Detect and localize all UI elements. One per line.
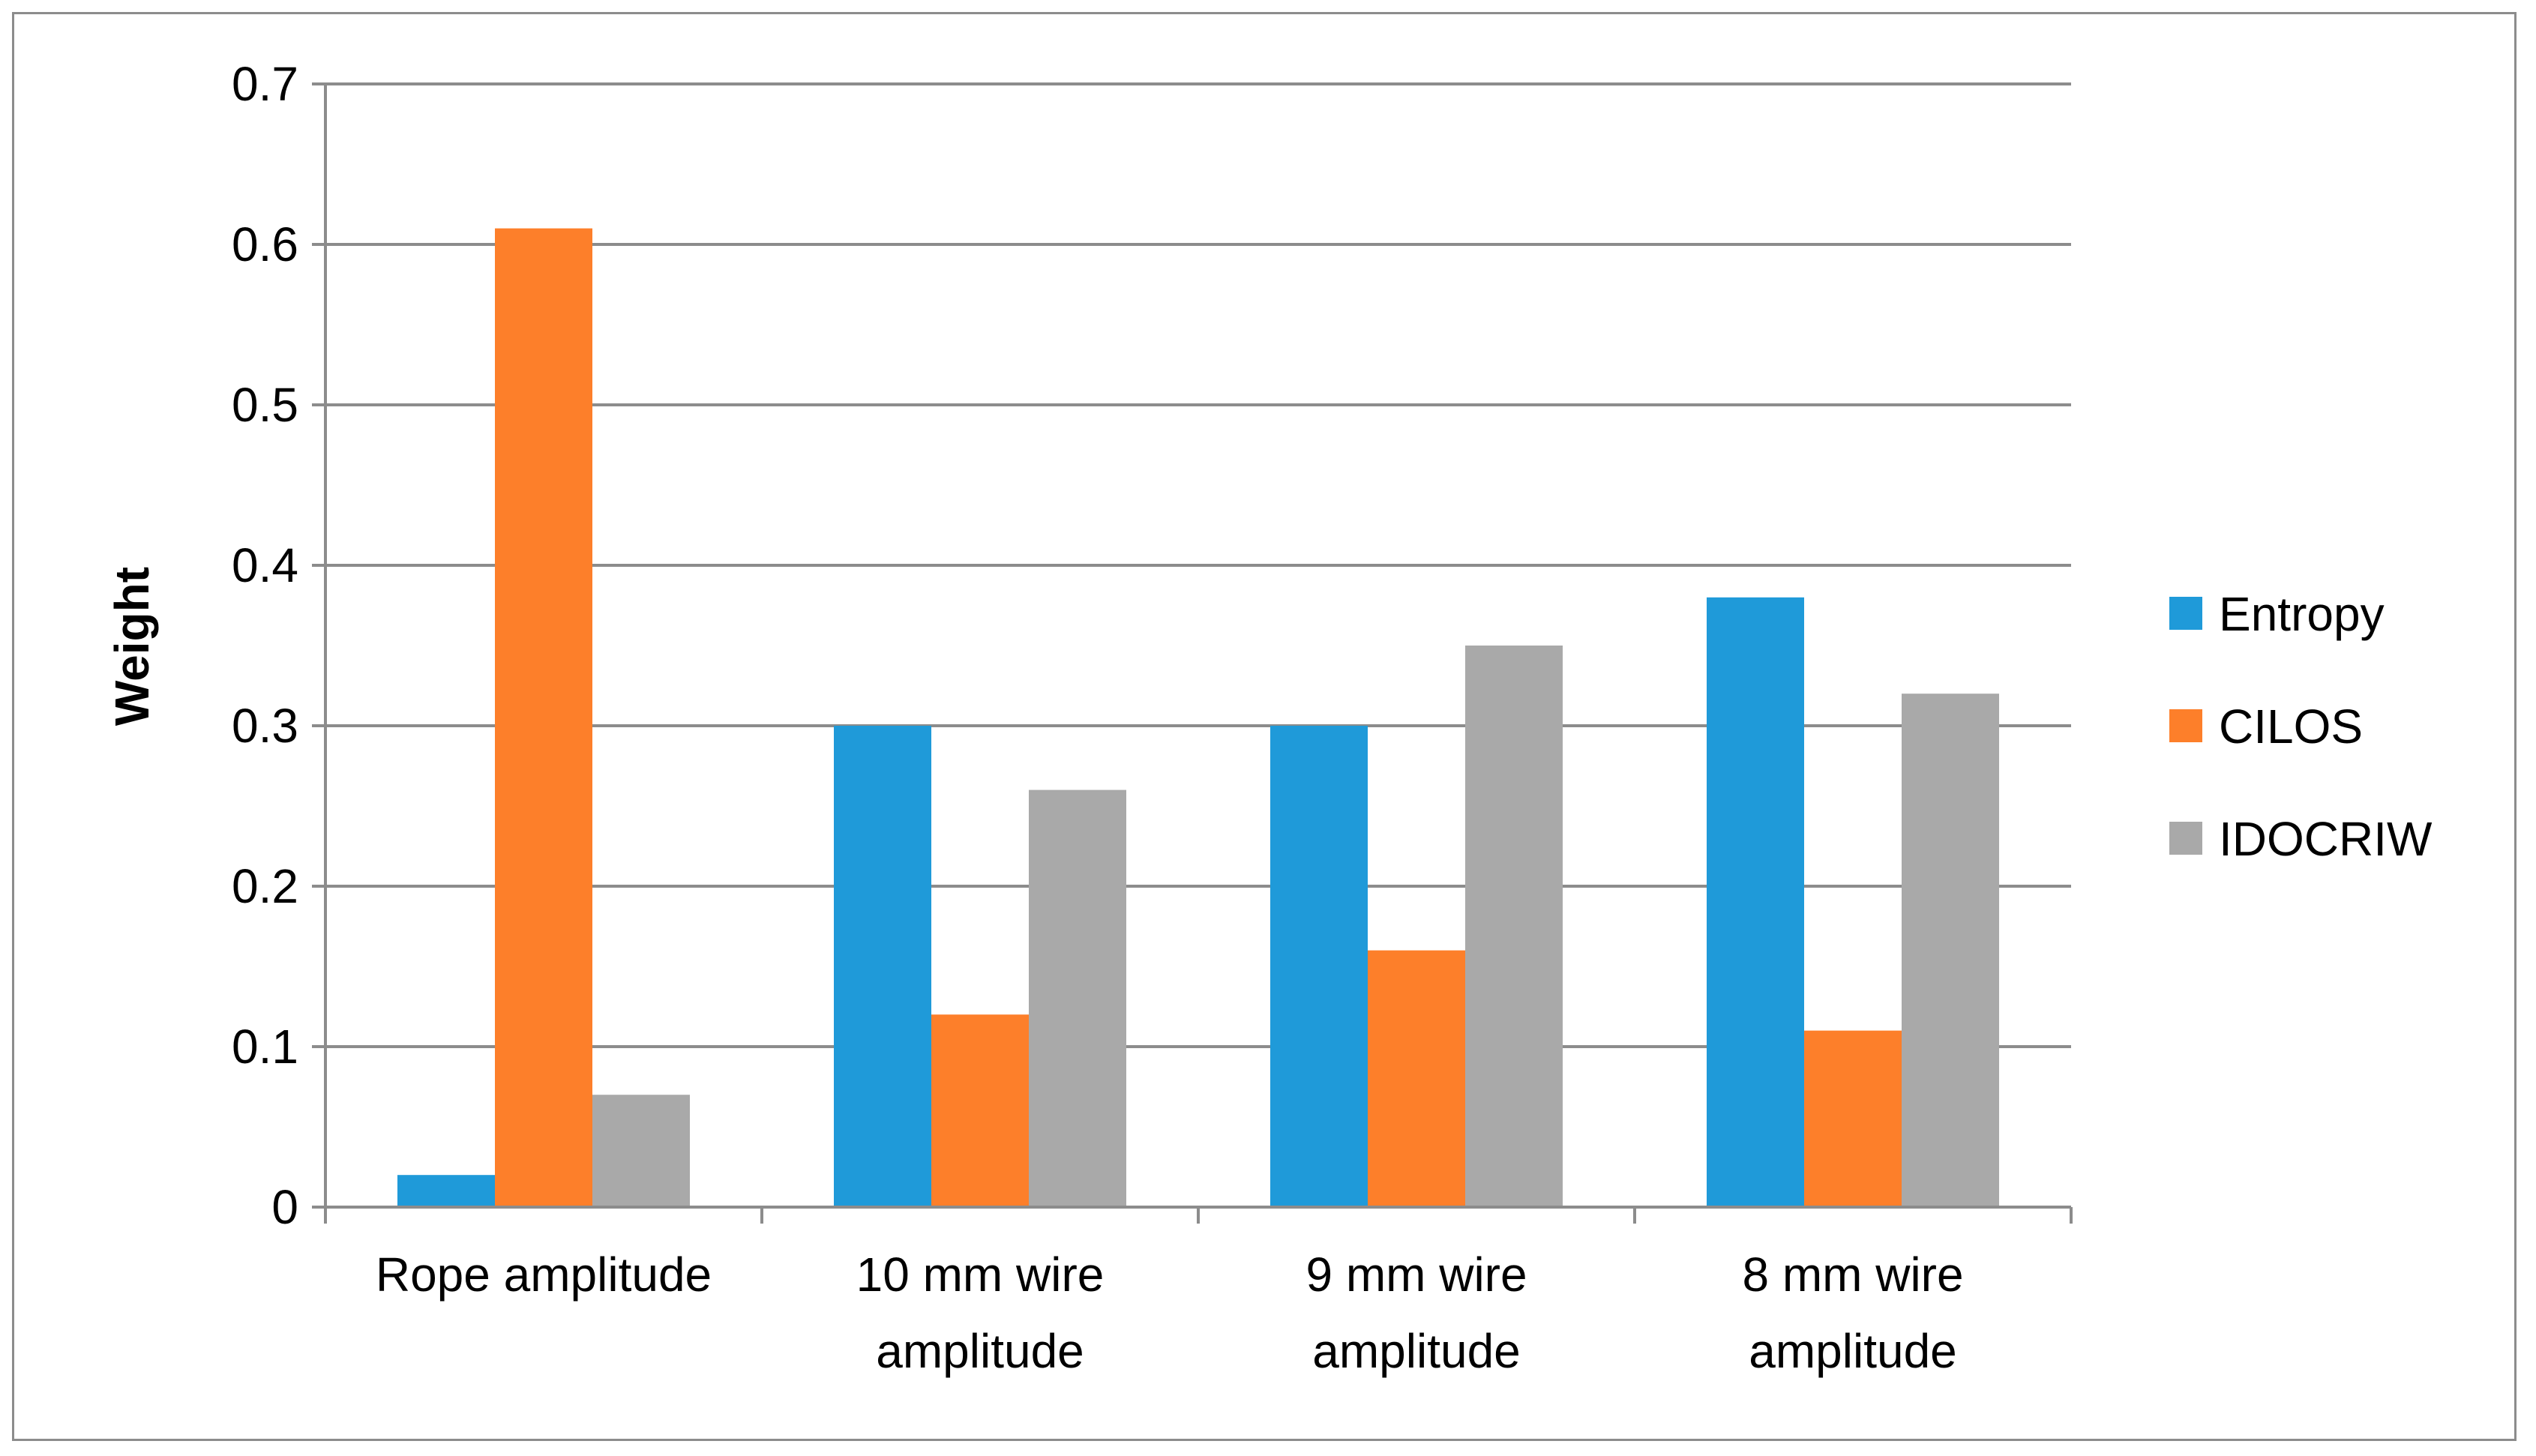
x-category-label: 10 mm wire amplitude xyxy=(856,1248,1105,1378)
axes xyxy=(312,82,2073,1224)
bar-cilos xyxy=(1368,950,1465,1207)
legend-label-entropy: Entropy xyxy=(2219,587,2385,641)
y-tick-label: 0.2 xyxy=(232,859,298,913)
y-tick-label: 0 xyxy=(271,1180,298,1234)
y-tick-label: 0.4 xyxy=(232,538,298,592)
bar-entropy xyxy=(397,1175,495,1207)
bar-cilos xyxy=(1804,1030,1902,1207)
bar-entropy xyxy=(834,726,931,1207)
legend-swatch-cilos xyxy=(2169,709,2202,742)
x-category-label: Rope amplitude xyxy=(376,1248,712,1302)
bar-entropy xyxy=(1270,726,1368,1207)
bars xyxy=(397,228,1999,1208)
x-category-label: 8 mm wire amplitude xyxy=(1742,1248,1963,1378)
y-tick-labels: 0 0.1 0.2 0.3 0.4 0.5 0.6 0.7 xyxy=(232,57,298,1234)
legend-swatch-entropy xyxy=(2169,597,2202,630)
bar-entropy xyxy=(1707,597,1804,1207)
legend-label-cilos: CILOS xyxy=(2219,700,2363,753)
x-category-label: 9 mm wire amplitude xyxy=(1305,1248,1527,1378)
legend-label-idocriw: IDOCRIW xyxy=(2219,812,2433,866)
bar-cilos xyxy=(495,228,592,1208)
y-tick-label: 0.1 xyxy=(232,1020,298,1074)
bar-cilos xyxy=(931,1014,1029,1207)
y-tick-label: 0.3 xyxy=(232,699,298,753)
y-tick-label: 0.7 xyxy=(232,57,298,111)
y-tick-label: 0.6 xyxy=(232,217,298,271)
bar-idocriw xyxy=(1902,694,1999,1207)
bar-idocriw xyxy=(1465,646,1563,1207)
legend: Entropy CILOS IDOCRIW xyxy=(2169,587,2433,866)
bar-idocriw xyxy=(592,1095,690,1207)
y-axis-label: Weight xyxy=(105,567,159,726)
legend-swatch-idocriw xyxy=(2169,822,2202,855)
bar-idocriw xyxy=(1029,789,1126,1207)
y-tick-label: 0.5 xyxy=(232,378,298,432)
x-category-labels: Rope amplitude 10 mm wire amplitude 9 mm wi… xyxy=(376,1248,1964,1378)
